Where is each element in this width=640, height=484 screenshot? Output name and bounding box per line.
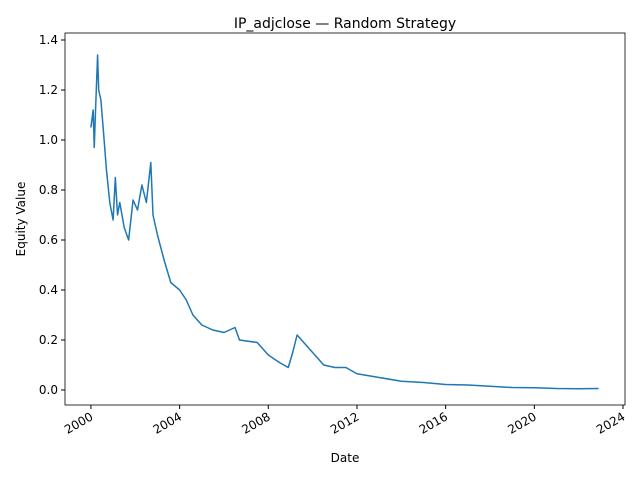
y-tick-label: 0.6: [39, 233, 58, 247]
line-series: [90, 54, 599, 390]
x-tick-label: 2008: [239, 409, 272, 436]
y-tick-label: 0.4: [39, 283, 58, 297]
x-tick-label: 2012: [328, 409, 361, 436]
y-tick-label: 0.8: [39, 183, 58, 197]
y-axis-label: Equity Value: [14, 182, 28, 257]
y-tick-label: 0.0: [39, 383, 58, 397]
x-tick-label: 2024: [594, 409, 627, 436]
y-tick-label: 1.0: [39, 133, 58, 147]
plot-frame: [64, 32, 626, 406]
chart-title: IP_adjclose — Random Strategy: [234, 16, 456, 32]
x-tick-label: 2000: [62, 409, 95, 436]
x-tick-label: 2016: [417, 409, 450, 436]
y-tick-label: 1.2: [39, 83, 58, 97]
x-axis-label: Date: [331, 451, 360, 465]
y-tick-label: 1.4: [39, 33, 58, 47]
y-tick-label: 0.2: [39, 333, 58, 347]
x-tick-label: 2020: [505, 409, 538, 436]
x-tick-label: 2004: [151, 409, 184, 436]
